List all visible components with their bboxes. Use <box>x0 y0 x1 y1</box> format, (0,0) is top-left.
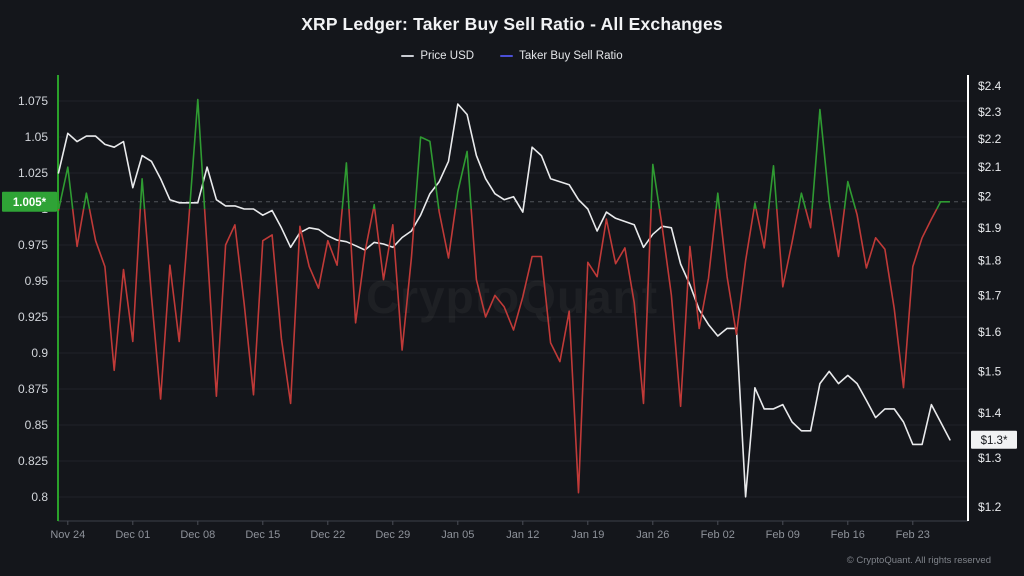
x-axis-labels: Nov 24 Dec 01 Dec 08 Dec 15 Dec 22 Dec 29 Jan … <box>50 521 930 541</box>
svg-text:$2: $2 <box>978 190 992 204</box>
legend-label-price-usd: Price USD <box>420 50 475 62</box>
svg-text:Feb 09: Feb 09 <box>766 529 800 541</box>
svg-text:0.85: 0.85 <box>25 418 49 432</box>
price-usd-line <box>57 103 951 498</box>
legend-label-taker-ratio: Taker Buy Sell Ratio <box>519 50 623 62</box>
taker-ratio-line <box>57 98 950 494</box>
copyright-notice: © CryptoQuant. All rights reserved <box>846 555 991 566</box>
svg-text:$1.9: $1.9 <box>978 221 1002 235</box>
svg-text:$2.3: $2.3 <box>978 105 1002 119</box>
svg-text:$1.8: $1.8 <box>978 254 1002 268</box>
svg-text:$2.2: $2.2 <box>978 132 1002 146</box>
svg-text:1.005*: 1.005* <box>13 197 47 209</box>
right-axis-labels: $2.4 $2.3 $2.2 $2.1 $2 $1.9 $1.8 $1.7 $1.6 $1.5 $1… <box>978 79 1002 514</box>
svg-text:0.975: 0.975 <box>18 238 48 252</box>
svg-text:0.875: 0.875 <box>18 382 48 396</box>
chart-legend: Price USD Taker Buy Sell Ratio <box>0 50 1024 62</box>
chart-title: XRP Ledger: Taker Buy Sell Ratio - All E… <box>301 14 723 34</box>
svg-text:$2.4: $2.4 <box>978 79 1002 93</box>
svg-text:1.025: 1.025 <box>18 166 48 180</box>
svg-text:$1.5: $1.5 <box>978 364 1002 378</box>
svg-text:Dec 08: Dec 08 <box>180 529 215 541</box>
svg-text:Feb 16: Feb 16 <box>831 529 865 541</box>
svg-text:0.95: 0.95 <box>25 274 49 288</box>
svg-text:$1.4: $1.4 <box>978 406 1002 420</box>
svg-text:Dec 29: Dec 29 <box>375 529 410 541</box>
svg-text:Nov 24: Nov 24 <box>50 529 85 541</box>
current-value-badges: 1.005* $1.3* <box>2 191 1017 449</box>
left-axis-labels: 1.0751.051.02510.9750.950.9250.90.8750.8… <box>18 94 48 504</box>
svg-text:Dec 22: Dec 22 <box>310 529 345 541</box>
svg-text:Jan 05: Jan 05 <box>441 529 474 541</box>
svg-text:Feb 23: Feb 23 <box>896 529 930 541</box>
svg-text:Dec 15: Dec 15 <box>245 529 280 541</box>
svg-text:$1.7: $1.7 <box>978 288 1002 302</box>
axis-lines <box>57 75 969 522</box>
svg-text:Jan 19: Jan 19 <box>571 529 604 541</box>
legend-item-taker-ratio[interactable]: Taker Buy Sell Ratio <box>500 50 623 62</box>
svg-text:0.925: 0.925 <box>18 310 48 324</box>
svg-text:Dec 01: Dec 01 <box>115 529 150 541</box>
svg-text:Jan 26: Jan 26 <box>636 529 669 541</box>
price-line-swatch-icon <box>401 55 415 57</box>
svg-text:$2.1: $2.1 <box>978 160 1002 174</box>
legend-item-price-usd[interactable]: Price USD <box>401 50 474 62</box>
svg-text:Jan 12: Jan 12 <box>506 529 539 541</box>
svg-text:$1.6: $1.6 <box>978 325 1002 339</box>
svg-text:0.9: 0.9 <box>31 346 48 360</box>
svg-text:0.8: 0.8 <box>31 490 48 504</box>
svg-text:0.825: 0.825 <box>18 454 48 468</box>
plot-area[interactable] <box>58 75 968 521</box>
svg-text:Feb 02: Feb 02 <box>701 529 735 541</box>
svg-text:1.05: 1.05 <box>25 130 49 144</box>
svg-text:$1.3*: $1.3* <box>981 435 1008 447</box>
svg-text:$1.3: $1.3 <box>978 451 1002 465</box>
svg-text:$1.2: $1.2 <box>978 500 1002 514</box>
svg-text:1.075: 1.075 <box>18 94 48 108</box>
ratio-line-swatch-icon <box>500 55 514 57</box>
